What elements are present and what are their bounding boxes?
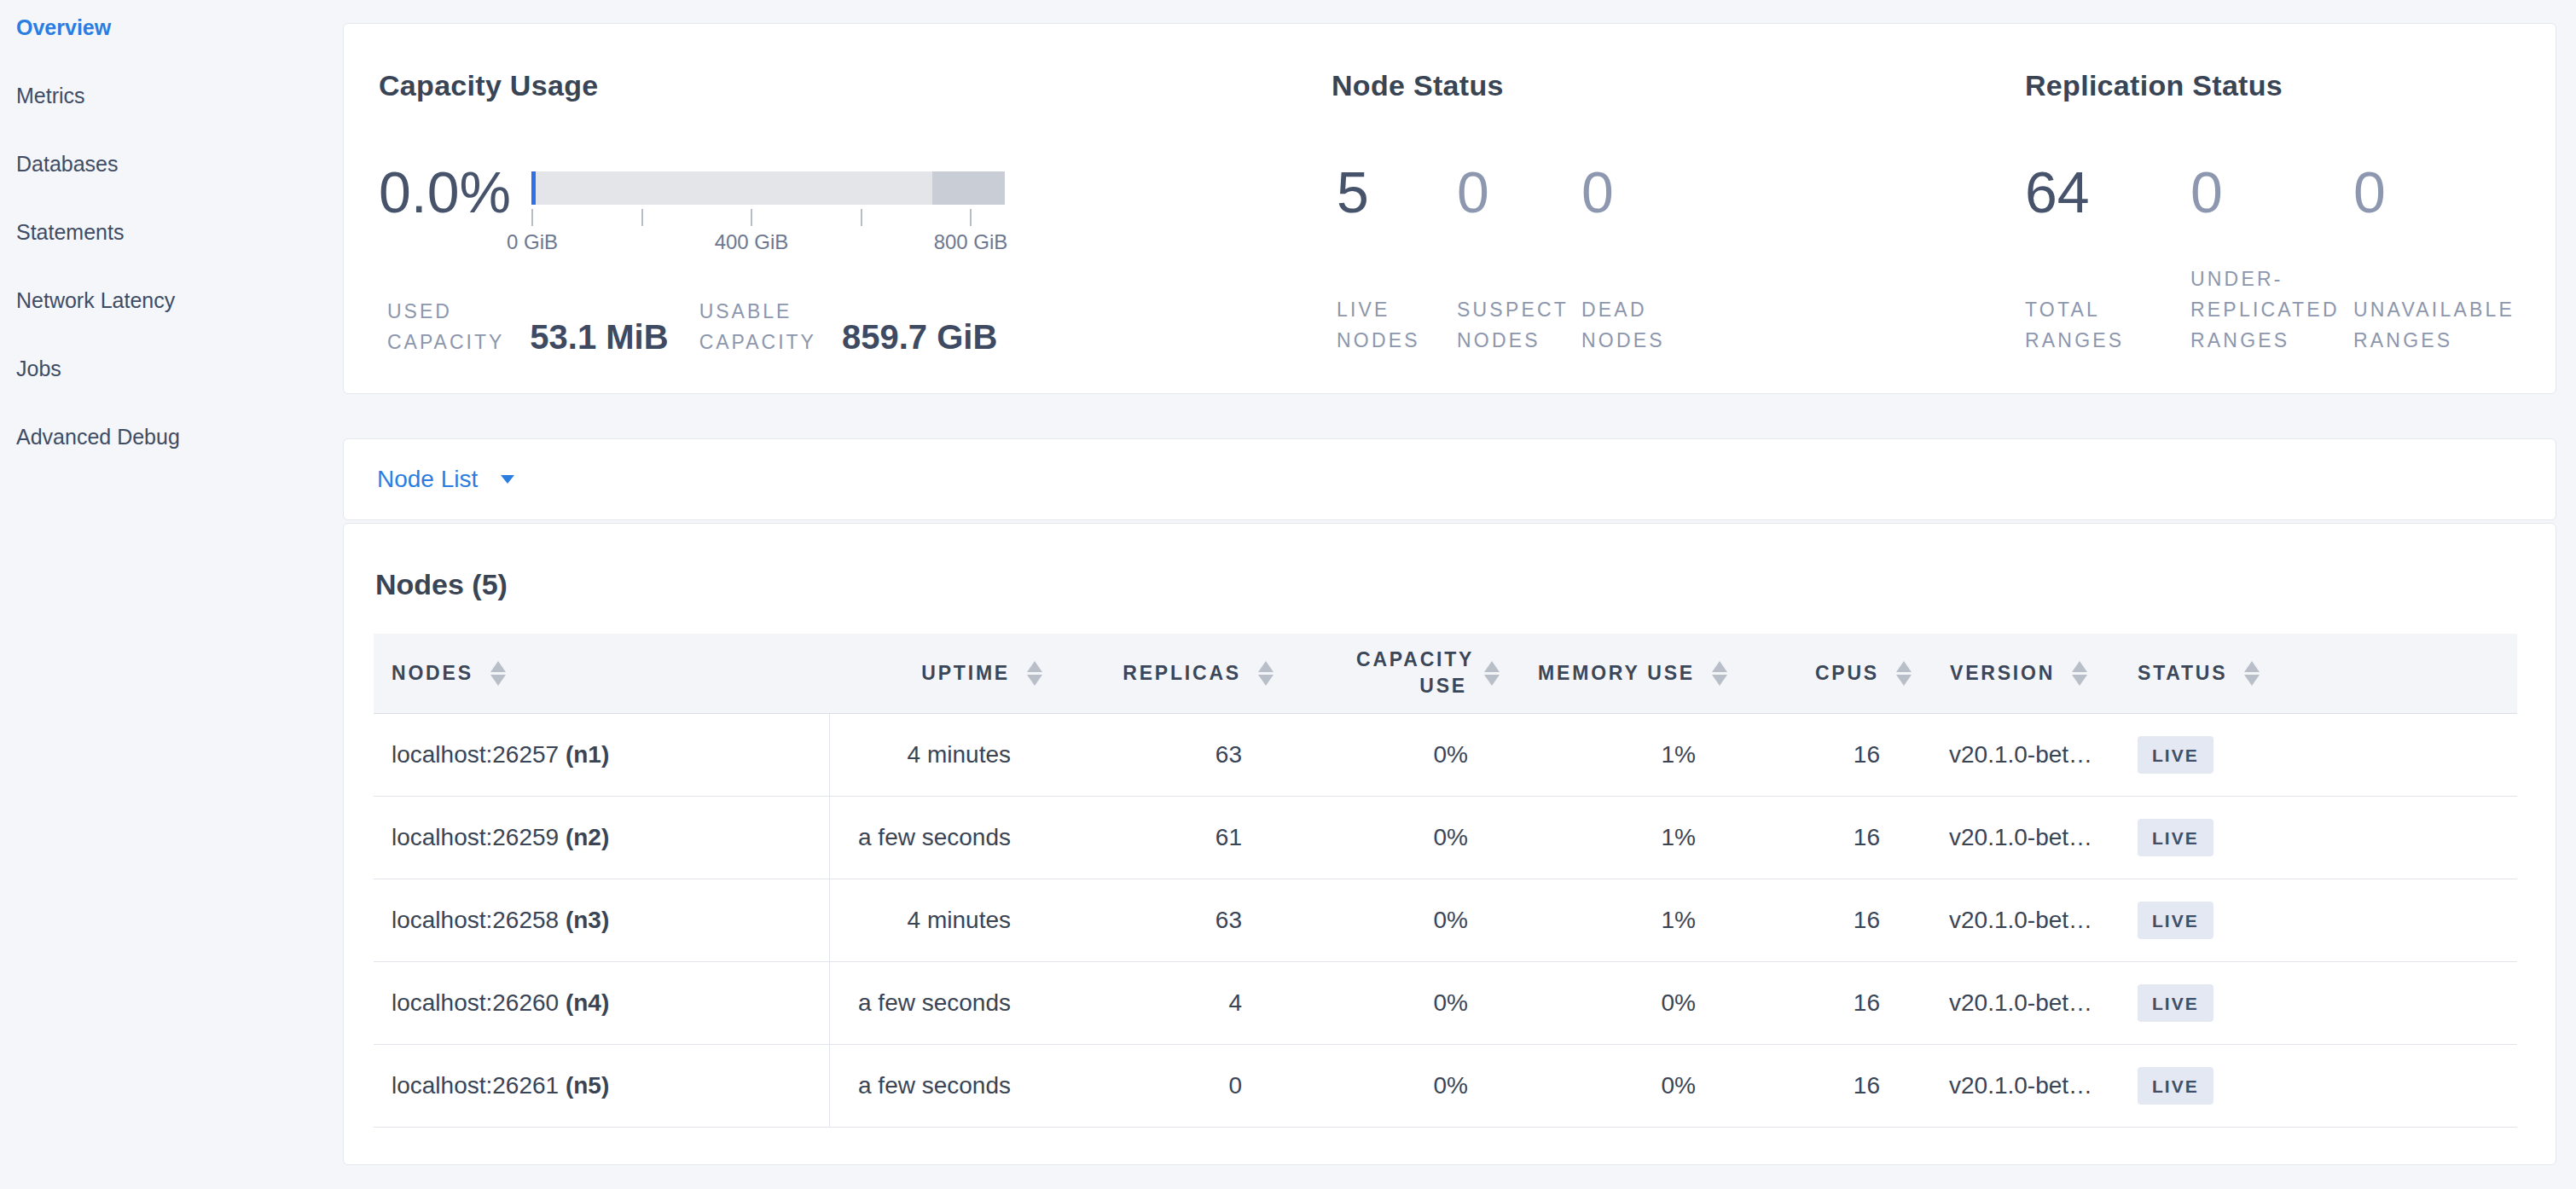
sort-icon[interactable] — [1258, 661, 1273, 686]
sidebar-item-metrics[interactable]: Metrics — [16, 61, 343, 130]
node-list-dropdown[interactable]: Node List — [377, 466, 478, 493]
dead-nodes-label: DEAD NODES — [1581, 294, 1665, 356]
col-header-memory-use[interactable]: MEMORY USE — [1520, 634, 1748, 713]
table-header-row: NODES UPTIME REPLICAS CAPACITY USE MEMOR… — [374, 634, 2517, 713]
node-status-title: Node Status — [1332, 69, 1504, 102]
sidebar-nav: Overview Metrics Databases Statements Ne… — [0, 0, 343, 471]
live-nodes-count: 5 — [1337, 163, 1369, 221]
capacity-gauge-other — [932, 171, 1005, 205]
live-nodes-label: LIVE NODES — [1337, 294, 1420, 356]
table-row[interactable]: localhost:26260 (n4) a few seconds 4 0% … — [374, 961, 2517, 1044]
col-header-version[interactable]: VERSION — [1932, 634, 2120, 713]
chevron-down-icon[interactable] — [501, 475, 514, 484]
total-ranges-label: TOTAL RANGES — [2025, 294, 2124, 356]
sort-icon[interactable] — [490, 661, 506, 686]
node-list-dropdown-card: Node List — [343, 438, 2556, 520]
capacity-usage-title: Capacity Usage — [379, 69, 598, 102]
nodes-card: Nodes (5) NODES UPTIME REPLICAS CAPACITY… — [343, 523, 2556, 1165]
sidebar-item-jobs[interactable]: Jobs — [16, 334, 343, 403]
sidebar-item-databases[interactable]: Databases — [16, 130, 343, 198]
col-header-capacity-use[interactable]: CAPACITY USE — [1294, 634, 1520, 713]
capacity-percent: 0.0% — [379, 163, 511, 221]
cluster-summary-card: Capacity Usage 0.0% 0 GiB 400 GiB 8 — [343, 23, 2556, 394]
status-badge: LIVE — [2138, 819, 2213, 856]
used-capacity-value: 53.1 MiB — [530, 320, 668, 354]
sidebar: Overview Metrics Databases Statements Ne… — [0, 0, 343, 1189]
total-ranges-count: 64 — [2025, 163, 2090, 221]
axis-label-max: 800 GiB — [934, 230, 1008, 254]
capacity-legend: USED CAPACITY 53.1 MiB USABLE CAPACITY 8… — [387, 296, 997, 357]
replication-status-title: Replication Status — [2025, 69, 2283, 102]
table-row[interactable]: localhost:26261 (n5) a few seconds 0 0% … — [374, 1044, 2517, 1127]
unavailable-label: UNAVAILABLE RANGES — [2353, 294, 2515, 356]
sidebar-item-statements[interactable]: Statements — [16, 198, 343, 266]
col-header-status[interactable]: STATUS — [2120, 634, 2517, 713]
suspect-nodes-count: 0 — [1457, 163, 1489, 221]
col-header-replicas[interactable]: REPLICAS — [1063, 634, 1294, 713]
axis-label-min: 0 GiB — [507, 230, 558, 254]
nodes-title: Nodes (5) — [375, 568, 2556, 601]
suspect-nodes-label: SUSPECT NODES — [1457, 294, 1569, 356]
col-header-cpus[interactable]: CPUS — [1748, 634, 1932, 713]
col-header-uptime[interactable]: UPTIME — [829, 634, 1063, 713]
under-replicated-label: UNDER- REPLICATED RANGES — [2190, 264, 2340, 356]
usable-capacity-value: 859.7 GiB — [842, 320, 997, 354]
sort-icon[interactable] — [2072, 661, 2087, 686]
table-row[interactable]: localhost:26258 (n3) 4 minutes 63 0% 1% … — [374, 879, 2517, 961]
status-badge: LIVE — [2138, 984, 2213, 1022]
sort-icon[interactable] — [1484, 661, 1500, 686]
sidebar-item-overview[interactable]: Overview — [16, 0, 343, 61]
capacity-gauge-track — [531, 171, 1005, 205]
status-badge: LIVE — [2138, 902, 2213, 939]
status-badge: LIVE — [2138, 736, 2213, 774]
sidebar-item-advanced-debug[interactable]: Advanced Debug — [16, 403, 343, 471]
unavailable-count: 0 — [2353, 163, 2386, 221]
usable-capacity-label: USABLE CAPACITY — [699, 296, 816, 357]
used-capacity-label: USED CAPACITY — [387, 296, 504, 357]
capacity-gauge-axis: 0 GiB 400 GiB 800 GiB — [531, 230, 1005, 256]
sort-icon[interactable] — [1712, 661, 1727, 686]
table-row[interactable]: localhost:26259 (n2) a few seconds 61 0%… — [374, 796, 2517, 879]
under-replicated-count: 0 — [2190, 163, 2223, 221]
capacity-usage-section: Capacity Usage 0.0% 0 GiB 400 GiB 8 — [379, 24, 1332, 393]
capacity-gauge-used — [531, 171, 536, 205]
node-status-section: Node Status 5 LIVE NODES 0 SUSPECT NODES… — [1332, 24, 2025, 393]
sidebar-item-network-latency[interactable]: Network Latency — [16, 266, 343, 334]
nodes-table: NODES UPTIME REPLICAS CAPACITY USE MEMOR… — [374, 634, 2517, 1128]
sort-icon[interactable] — [1896, 661, 1912, 686]
replication-status-section: Replication Status 64 TOTAL RANGES 0 UND… — [2025, 24, 2521, 393]
sort-icon[interactable] — [2244, 661, 2260, 686]
capacity-gauge: 0 GiB 400 GiB 800 GiB — [531, 171, 1005, 256]
col-header-nodes[interactable]: NODES — [374, 634, 829, 713]
main-content: Capacity Usage 0.0% 0 GiB 400 GiB 8 — [343, 0, 2556, 1165]
dead-nodes-count: 0 — [1581, 163, 1614, 221]
capacity-gauge-ticks — [531, 209, 1005, 228]
axis-label-mid: 400 GiB — [715, 230, 789, 254]
status-badge: LIVE — [2138, 1067, 2213, 1105]
sort-icon[interactable] — [1027, 661, 1042, 686]
table-row[interactable]: localhost:26257 (n1) 4 minutes 63 0% 1% … — [374, 713, 2517, 796]
